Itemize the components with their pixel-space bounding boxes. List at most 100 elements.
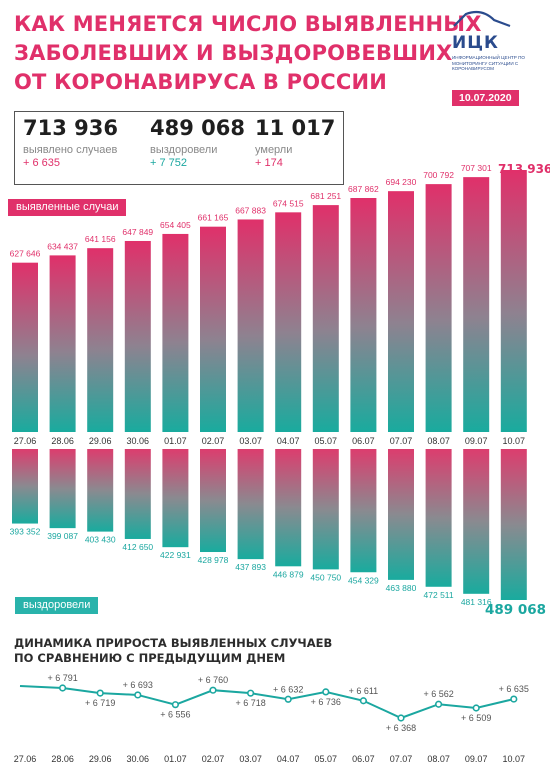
cases-tick-label: 28.06 xyxy=(51,436,74,446)
recovered-bar-label: 393 352 xyxy=(10,527,41,537)
dynamics-title-line-2: ПО СРАВНЕНИЮ С ПРЕДЫДУЩИМ ДНЕМ xyxy=(14,651,286,665)
cases-bar-label: 681 251 xyxy=(310,191,341,201)
dynamics-point xyxy=(247,689,255,697)
stat-recovered: 489 068 выздоровели + 7 752 xyxy=(150,116,245,169)
cases-bar xyxy=(350,198,377,432)
recovered-bar xyxy=(388,449,414,580)
logo-mark-icon xyxy=(453,10,511,28)
dynamics-point-label: + 6 693 xyxy=(123,680,153,690)
dynamics-point xyxy=(359,697,368,705)
dynamics-point xyxy=(58,684,67,692)
cases-bar xyxy=(12,262,38,432)
recovered-bar-label: 403 430 xyxy=(85,535,116,545)
cases-bar xyxy=(49,255,76,432)
dynamics-point xyxy=(397,714,405,722)
stat-deaths-delta: + 174 xyxy=(255,157,283,169)
dynamics-point-label: + 6 635 xyxy=(499,684,529,694)
logo-subtitle: ИНФОРМАЦИОННЫЙ ЦЕНТР ПО МОНИТОРИНГУ СИТУ… xyxy=(452,55,525,72)
cases-bar-label: 667 883 xyxy=(235,205,266,215)
cases-tick-label: 29.06 xyxy=(89,436,112,446)
cases-bar-label: 707 301 xyxy=(461,163,492,173)
cases-bar xyxy=(275,212,302,432)
recovered-bar-label: 437 893 xyxy=(235,562,266,572)
dynamics-tick-label: 01.07 xyxy=(164,754,187,764)
dynamics-tick-label: 29.06 xyxy=(89,754,112,764)
cases-bar xyxy=(500,170,527,432)
logo-name: ИЦК xyxy=(452,33,499,53)
recovered-bar-label: 399 087 xyxy=(47,531,78,541)
recovered-bar xyxy=(237,449,264,560)
cases-bar xyxy=(312,205,339,432)
cases-tick-label: 09.07 xyxy=(465,436,488,446)
stat-cases-delta: + 6 635 xyxy=(23,157,61,169)
cases-total-label: 713 936 xyxy=(498,162,550,176)
dynamics-tick-label: 04.07 xyxy=(277,754,300,764)
cases-bar-label: 661 165 xyxy=(198,213,229,223)
cases-tick-label: 30.06 xyxy=(127,436,150,446)
cases-bar-label: 654 405 xyxy=(160,220,191,230)
recovered-bar xyxy=(425,449,452,587)
cases-bar-chart: 627 646 27.06 634 437 28.06 641 156 29.06 647 … xyxy=(10,163,527,446)
stat-deaths: 11 017 умерли + 174 xyxy=(255,116,335,169)
cases-bar xyxy=(124,240,151,432)
cases-tick-label: 05.07 xyxy=(315,436,338,446)
stat-deaths-value: 11 017 xyxy=(255,116,336,140)
cases-bar xyxy=(237,219,264,432)
cases-bar xyxy=(200,226,226,432)
cases-tick-label: 06.07 xyxy=(352,436,375,446)
dynamics-point-label: + 6 556 xyxy=(160,710,190,720)
cases-bar-label: 700 792 xyxy=(423,170,454,180)
logo: ИЦК ИНФОРМАЦИОННЫЙ ЦЕНТР ПО МОНИТОРИНГУ … xyxy=(452,10,542,72)
dynamics-tick-label: 09.07 xyxy=(465,754,488,764)
cases-tick-label: 01.07 xyxy=(164,436,187,446)
cases-bar xyxy=(162,233,189,432)
cases-tick-label: 27.06 xyxy=(14,436,37,446)
dynamics-point xyxy=(322,688,330,696)
stat-deaths-label: умерли xyxy=(255,144,293,156)
dynamics-tick-label: 27.06 xyxy=(14,754,37,764)
dynamics-line-lead xyxy=(19,685,63,689)
date-badge: 10.07.2020 xyxy=(452,90,519,106)
recovered-bar-label: 472 511 xyxy=(424,590,454,600)
cases-bar xyxy=(87,248,114,432)
dynamics-point xyxy=(284,695,292,703)
stat-recovered-label: выздоровели xyxy=(150,144,218,156)
cases-tick-label: 08.07 xyxy=(427,436,450,446)
cases-bar-label: 641 156 xyxy=(85,234,116,244)
dynamics-title-line-1: ДИНАМИКА ПРИРОСТА ВЫЯВЛЕННЫХ СЛУЧАЕВ xyxy=(14,636,333,650)
stat-cases-value: 713 936 xyxy=(23,116,118,140)
recovered-bar-label: 463 880 xyxy=(386,583,417,593)
recovered-bar-label: 428 978 xyxy=(198,555,229,565)
cases-bar-label: 674 515 xyxy=(273,198,304,208)
recovered-bar xyxy=(275,449,302,567)
dynamics-point xyxy=(472,704,480,712)
cases-tick-label: 04.07 xyxy=(277,436,300,446)
dynamics-point-label: + 6 632 xyxy=(273,684,303,694)
stat-cases-label: выявлено случаев xyxy=(23,144,118,156)
dynamics-point xyxy=(209,686,217,694)
recovered-bar xyxy=(162,449,189,548)
recovered-bar xyxy=(500,449,527,600)
dynamics-point-label: + 6 611 xyxy=(349,686,379,696)
dynamics-point-label: + 6 736 xyxy=(311,697,341,707)
cases-series-tag: выявленные случаи xyxy=(8,199,127,216)
recovered-bar xyxy=(12,449,38,524)
dynamics-tick-label: 10.07 xyxy=(503,754,526,764)
dynamics-point xyxy=(171,701,179,709)
recovered-bar xyxy=(200,449,226,553)
dynamics-point xyxy=(96,689,104,697)
recovered-bar xyxy=(463,449,490,594)
recovered-bar xyxy=(87,449,114,532)
dynamics-title: ДИНАМИКА ПРИРОСТА ВЫЯВЛЕННЫХ СЛУЧАЕВ ПО … xyxy=(14,636,332,666)
dynamics-tick-label: 06.07 xyxy=(352,754,375,764)
dynamics-tick-label: 30.06 xyxy=(127,754,150,764)
stats-box: 713 936 выявлено случаев + 6 635 489 068… xyxy=(14,111,344,185)
cases-tick-label: 02.07 xyxy=(202,436,225,446)
dynamics-point-label: + 6 368 xyxy=(386,723,416,733)
recovered-total-label: 489 068 xyxy=(485,602,547,618)
recovered-bar-chart: 393 352 399 087 403 430 412 650 422 931 428 9… xyxy=(10,449,527,607)
dynamics-point xyxy=(134,691,142,699)
dynamics-tick-label: 08.07 xyxy=(427,754,450,764)
title-line-3: ОТ КОРОНАВИРУСА В РОССИИ xyxy=(14,70,388,94)
